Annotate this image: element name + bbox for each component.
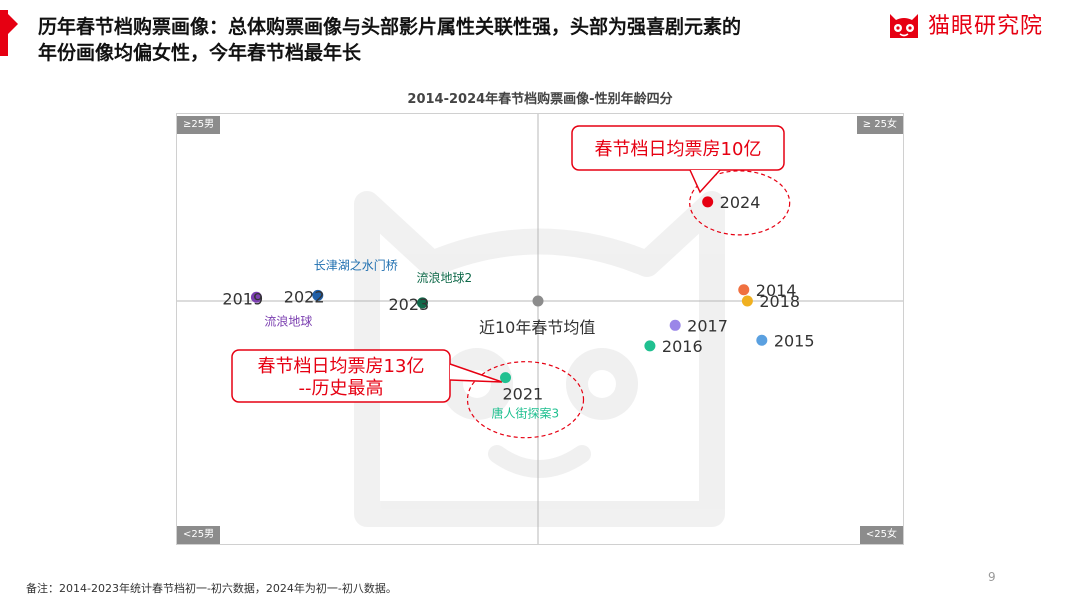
point-label-2017: 2017	[687, 316, 728, 335]
quadrant-label-bottom-left: <25男	[177, 526, 221, 544]
brand-logo: 猫眼研究院	[886, 6, 1043, 42]
point-label-2016: 2016	[662, 337, 703, 356]
callout-text: 春节档日均票房10亿	[595, 139, 762, 160]
footnote: 备注：2014-2023年统计春节档初一-初六数据，2024年为初一-初八数据。	[26, 582, 397, 595]
data-point-2017	[669, 319, 681, 331]
film-label-2019: 流浪地球	[264, 313, 312, 328]
quadrant-label-top-right: ≥ 25女	[856, 116, 903, 134]
cat-logo-icon	[890, 14, 918, 38]
point-label-2022: 2022	[284, 287, 325, 306]
data-point-2022	[312, 289, 324, 301]
callout-text: 春节档日均票房13亿	[258, 356, 425, 377]
callout-2021: 春节档日均票房13亿--历史最高	[231, 349, 585, 439]
callout-tail	[689, 169, 721, 194]
data-point-2016	[644, 340, 656, 352]
film-label-2023: 流浪地球2	[416, 270, 472, 285]
slide-accent-bar	[0, 10, 8, 56]
data-point-2023	[416, 297, 428, 309]
page-number: 9	[988, 570, 996, 584]
point-label-2015: 2015	[774, 331, 815, 350]
point-label-2023: 2023	[388, 295, 429, 314]
chart-frame: 春节档日均票房10亿春节档日均票房13亿 --历史最高 2024 2014 2018 2…	[176, 113, 904, 545]
slide-accent-tip	[8, 14, 18, 34]
point-label-2024: 2024	[720, 193, 761, 212]
point-label-2018: 2018	[759, 292, 800, 311]
slide-headline: 历年春节档购票画像：总体购票画像与头部影片属性关联性强，头部为强喜剧元素的 年份…	[38, 14, 888, 66]
callout-text: --历史最高	[299, 378, 384, 399]
quadrant-label-bottom-right: <25女	[859, 526, 903, 544]
film-label-2022: 长津湖之水门桥	[314, 257, 398, 272]
point-label-2021: 2021	[503, 385, 544, 404]
callout-2024: 春节档日均票房10亿	[571, 125, 791, 236]
center-label: 近10年春节均值	[479, 318, 595, 337]
highlight-ellipse	[689, 170, 791, 236]
highlight-ellipse	[466, 361, 585, 439]
point-label-2014: 2014	[756, 281, 797, 300]
data-point-2024	[702, 196, 714, 208]
film-label-2021: 唐人街探案3	[492, 406, 560, 421]
data-point-2018	[741, 295, 753, 307]
brand-name: 猫眼研究院	[928, 14, 1044, 39]
quadrant-label-top-left: ≥25男	[177, 116, 221, 134]
data-point-2014	[738, 284, 750, 296]
chart-title: 2014-2024年春节档购票画像-性别年龄四分	[407, 92, 673, 107]
point-label-2019: 2019	[222, 289, 263, 308]
data-point-2019	[250, 291, 262, 303]
data-point-2015	[756, 334, 768, 346]
callout-fill	[233, 351, 449, 401]
center-point	[532, 295, 544, 307]
data-point-2021	[500, 372, 512, 384]
headline-line-1: 历年春节档购票画像：总体购票画像与头部影片属性关联性强，头部为强喜剧元素的	[38, 16, 742, 38]
callout-fill	[573, 127, 783, 169]
callout-tail	[449, 363, 503, 383]
headline-line-2: 年份画像均偏女性，今年春节档最年长	[38, 42, 362, 64]
watermark-cat-icon	[354, 191, 725, 527]
